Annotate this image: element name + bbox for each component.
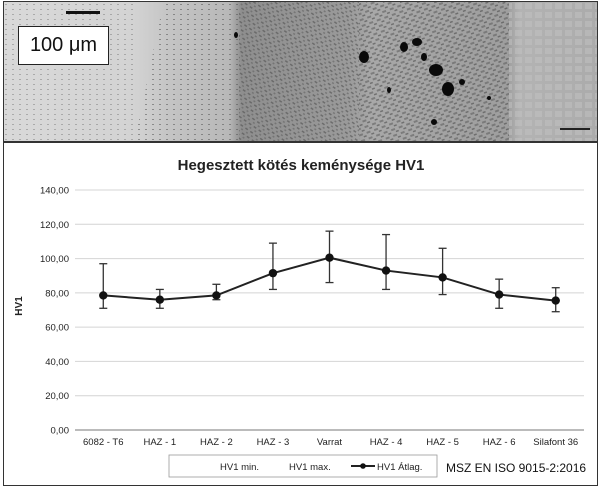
data-point — [438, 273, 447, 282]
x-tick-label: HAZ - 6 — [483, 437, 516, 448]
x-tick-label: HAZ - 1 — [143, 437, 176, 448]
scale-label: 100 μm — [18, 26, 109, 65]
scale-bar-top — [66, 11, 100, 14]
legend-max-label: HV1 max. — [289, 462, 331, 473]
micrograph-image: 100 μm — [4, 2, 597, 143]
legend-avg-label: HV1 Átlag. — [377, 462, 422, 473]
data-points — [99, 253, 560, 305]
data-point — [268, 268, 278, 278]
x-tick-label: HAZ - 3 — [257, 437, 290, 448]
data-point — [99, 291, 108, 300]
y-tick-label: 140,00 — [40, 186, 69, 197]
data-point — [381, 266, 391, 275]
y-tick-label: 60,00 — [45, 323, 69, 334]
hardness-chart: Hegesztett kötés keménysége HV1 HV1 0,00… — [4, 143, 598, 485]
y-tick-label: 100,00 — [40, 254, 69, 265]
scale-bar-bottom — [560, 128, 590, 130]
y-tick-label: 40,00 — [45, 357, 69, 368]
data-point — [155, 295, 165, 304]
grid-layer — [75, 189, 584, 431]
y-axis-label: HV1 — [14, 296, 25, 316]
standard-label: MSZ EN ISO 9015-2:2016 — [446, 461, 586, 475]
y-tick-label: 20,00 — [45, 391, 69, 402]
chart-svg: Hegesztett kötés keménysége HV1 HV1 0,00… — [14, 157, 586, 478]
y-tick-label: 0,00 — [51, 426, 70, 437]
x-tick-label: Silafont 36 — [533, 437, 578, 448]
legend-box — [168, 454, 438, 478]
x-tick-labels: 6082 - T6 HAZ - 1 HAZ - 2 HAZ - 3 Varrat HAZ … — [83, 437, 578, 448]
x-tick-label: HAZ - 5 — [426, 437, 459, 448]
chart-title: Hegesztett kötés keménysége HV1 — [178, 157, 425, 174]
data-point — [494, 290, 504, 299]
x-tick-label: HAZ - 2 — [200, 437, 233, 448]
x-tick-label: HAZ - 4 — [370, 437, 403, 448]
x-tick-label: 6082 - T6 — [83, 437, 124, 448]
x-tick-label: Varrat — [317, 437, 343, 448]
legend-min-label: HV1 min. — [220, 462, 259, 473]
data-point — [212, 291, 221, 300]
legend-avg-marker — [360, 463, 366, 469]
data-point — [325, 253, 334, 262]
data-point — [551, 296, 560, 305]
micrograph-texture — [4, 2, 597, 141]
y-tick-labels: 0,00 20,00 40,00 60,00 80,00 100,00 120,00 140,… — [40, 186, 69, 437]
y-tick-label: 120,00 — [40, 220, 69, 231]
y-tick-label: 80,00 — [45, 288, 69, 299]
